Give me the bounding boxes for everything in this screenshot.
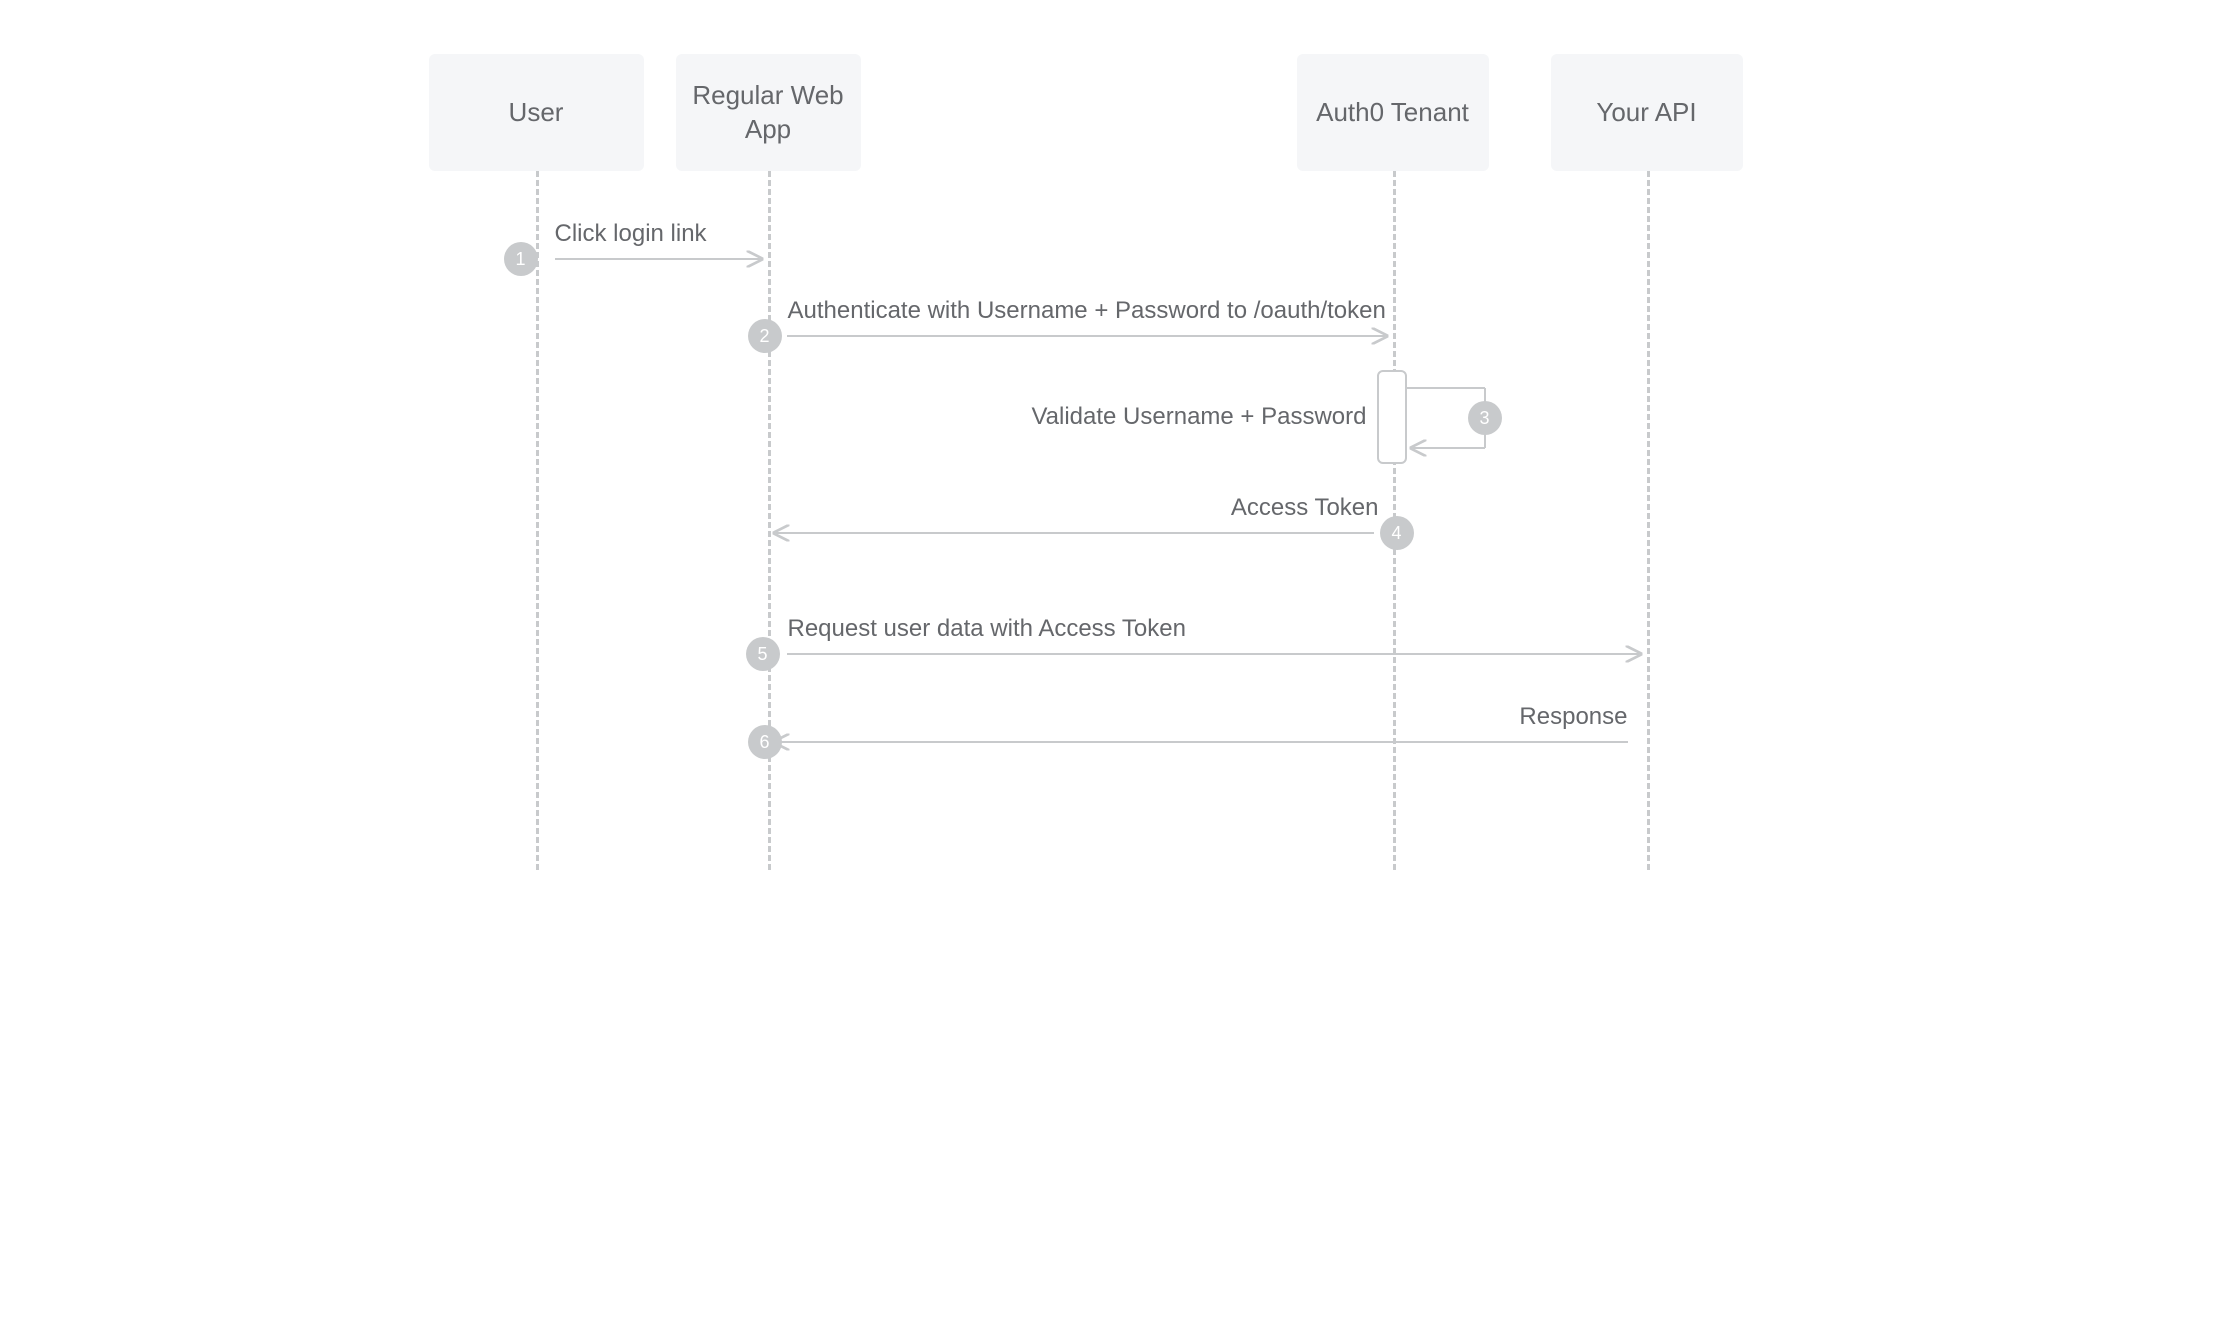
activation-auth0	[1377, 370, 1407, 464]
participant-label-webapp: Regular Web App	[692, 79, 843, 147]
participant-webapp: Regular Web App	[676, 54, 861, 171]
participant-label-user: User	[509, 96, 564, 130]
participant-label-api: Your API	[1596, 96, 1696, 130]
participant-label-auth0: Auth0 Tenant	[1316, 96, 1469, 130]
step-badge-2: 2	[748, 319, 782, 353]
participant-api: Your API	[1551, 54, 1743, 171]
step-badge-5: 5	[746, 637, 780, 671]
lifeline-user	[536, 171, 539, 870]
lifeline-webapp	[768, 171, 771, 870]
step-label-6: Response	[1519, 703, 1627, 731]
step-badge-1: 1	[504, 242, 538, 276]
step-label-3: Validate Username + Password	[1031, 403, 1366, 431]
step-label-2: Authenticate with Username + Password to…	[788, 297, 1386, 325]
step-label-1: Click login link	[555, 220, 707, 248]
participant-auth0: Auth0 Tenant	[1297, 54, 1489, 171]
step-badge-6: 6	[748, 725, 782, 759]
sequence-diagram: User Regular Web App Auth0 Tenant Your API 1…	[373, 0, 1862, 887]
lifeline-api	[1647, 171, 1650, 870]
step-badge-3: 3	[1468, 401, 1502, 435]
participant-user: User	[429, 54, 644, 171]
step-badge-4: 4	[1380, 516, 1414, 550]
step-label-4: Access Token	[1231, 494, 1379, 522]
step-label-5: Request user data with Access Token	[788, 615, 1186, 643]
